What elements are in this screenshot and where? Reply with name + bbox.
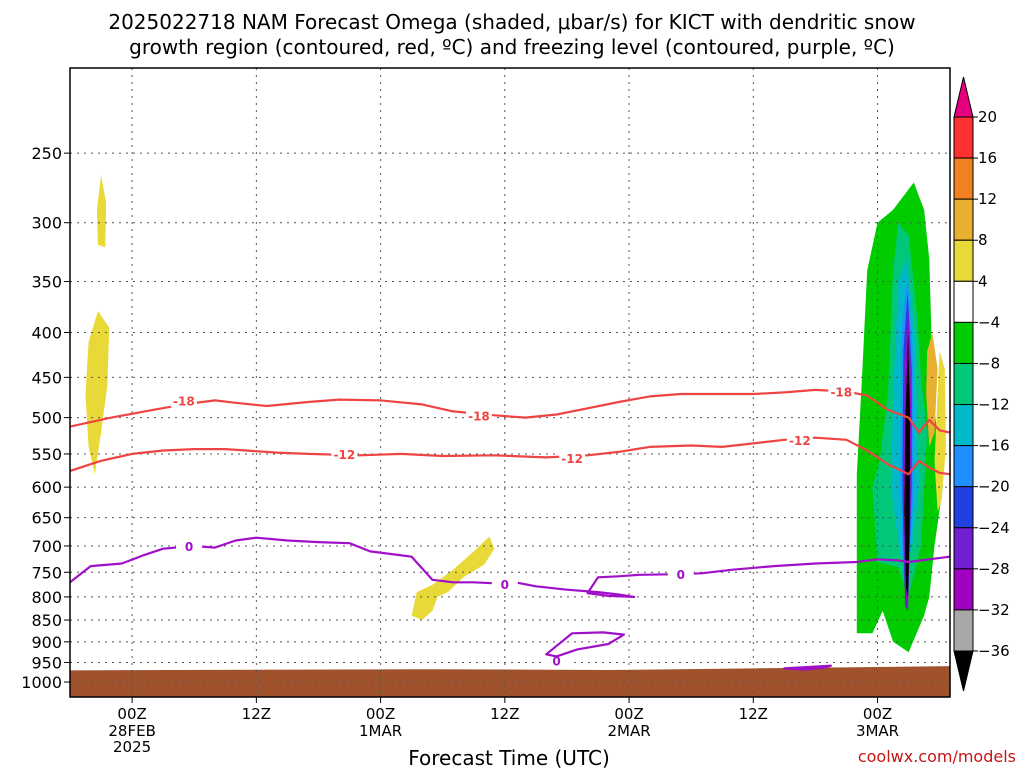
- x-tick-sublabel-24-0: 1MAR: [359, 722, 402, 740]
- omega-shade-yellow-diagonal: [411, 536, 495, 620]
- contour-label-2-1: 0: [501, 578, 509, 592]
- chart-title-line-1: 2025022718 NAM Forecast Omega (shaded, μ…: [108, 10, 915, 34]
- y-tick-label-350: 350: [31, 273, 62, 292]
- colorbar-bin-9: [953, 486, 974, 529]
- y-tick-label-500: 500: [31, 409, 62, 428]
- y-tick-label-400: 400: [31, 323, 62, 342]
- closed-contour-1: [783, 664, 832, 671]
- colorbar-label-7: −12: [978, 396, 1010, 414]
- contour-label-bg: [828, 383, 855, 399]
- colorbar-label-2: 12: [978, 190, 997, 208]
- contour-label-1-1: -12: [561, 452, 583, 466]
- chart-title-line-2: growth region (contoured, red, ºC) and f…: [129, 35, 895, 59]
- x-tick-sublabel-72-0: 3MAR: [856, 722, 899, 740]
- y-tick-label-650: 650: [31, 509, 62, 528]
- contour-label-2-2: 0: [677, 568, 685, 582]
- plot-frame: [69, 67, 951, 698]
- omega-shade-yellow-upper: [96, 175, 107, 248]
- contour-label-2-3: 0: [552, 654, 560, 668]
- y-tick-label-300: 300: [31, 214, 62, 233]
- contour-label-2-0: 0: [185, 540, 193, 554]
- y-tick-label-950: 950: [31, 653, 62, 672]
- contour-label-0-0: -18: [173, 394, 195, 408]
- y-tick-label-550: 550: [31, 445, 62, 464]
- closed-contour-0: [545, 631, 625, 658]
- plot-area: -18 -18 -18 -12 -12 -12 0 0 0 0: [70, 68, 950, 697]
- contour-label-bg: [176, 537, 203, 553]
- contour-label-bg: [170, 392, 197, 408]
- colorbar-label-9: −20: [978, 478, 1010, 496]
- y-tick-label-700: 700: [31, 537, 62, 556]
- y-tick-label-600: 600: [31, 478, 62, 497]
- colorbar-label-12: −32: [978, 601, 1010, 619]
- colorbar-label-8: −16: [978, 437, 1010, 455]
- colorbar-bin-4: [953, 280, 974, 323]
- contour-label-0-2: -18: [830, 386, 852, 400]
- colorbar-top-arrow: [953, 76, 974, 118]
- plot-clip-group: -18 -18 -18 -12 -12 -12 0 0 0 0: [70, 68, 950, 697]
- colorbar-label-3: 8: [978, 231, 988, 249]
- colorbar-label-5: −4: [978, 313, 1000, 331]
- contour-label-1-2: -12: [789, 434, 811, 448]
- colorbar-label-6: −8: [978, 354, 1000, 372]
- colorbar-bottom-arrow: [953, 650, 974, 692]
- contour-label-bg: [465, 407, 492, 423]
- contour-line-m12-c: [70, 436, 950, 476]
- x-tick-label-72: 00Z: [863, 705, 892, 723]
- contour-line-0-c: [70, 536, 950, 598]
- contour-label-bg: [667, 565, 694, 581]
- y-tick-label-450: 450: [31, 368, 62, 387]
- y-tick-label-800: 800: [31, 588, 62, 607]
- axes: 250 300 350 400 450 500 550 600 650 700 750 800 850 9…: [21, 67, 951, 756]
- y-tick-label-900: 900: [31, 633, 62, 652]
- colorbar-bin-5: [953, 321, 974, 364]
- omega-shade-yellow-column: [85, 310, 110, 475]
- colorbar-bin-1: [953, 157, 974, 200]
- colorbar-label-0: 20: [978, 108, 997, 126]
- colorbar-bin-0: [953, 116, 974, 159]
- colorbar-label-10: −24: [978, 519, 1010, 537]
- colorbar-bin-6: [953, 362, 974, 406]
- x-tick-sublabel-48-0: 2MAR: [607, 722, 650, 740]
- contour-label-bg: [559, 450, 586, 466]
- x-tick-label-60: 12Z: [739, 705, 768, 723]
- omega-shade-black-core: [904, 332, 911, 597]
- x-tick-sublabel-0-1: 2025: [113, 738, 151, 756]
- x-tick-sublabel-0-0: 28FEB: [108, 722, 155, 740]
- colorbar-label-4: 4: [978, 272, 988, 290]
- credit-text: coolwx.com/models: [858, 747, 1016, 766]
- x-tick-label-36: 12Z: [490, 705, 519, 723]
- colorbar-bin-3: [953, 239, 974, 282]
- y-tick-label-250: 250: [31, 144, 62, 163]
- contour-label-bg: [786, 431, 813, 447]
- y-tick-label-750: 750: [31, 563, 62, 582]
- colorbar-bin-10: [953, 527, 974, 570]
- y-tick-label-850: 850: [31, 611, 62, 630]
- colorbar-bin-12: [953, 609, 974, 652]
- y-tick-label-1000: 1000: [21, 673, 62, 692]
- contour-label-1-0: -12: [334, 448, 356, 462]
- x-tick-label-48: 00Z: [614, 705, 643, 723]
- colorbar-bin-7: [953, 404, 974, 447]
- colorbar-label-1: 16: [978, 149, 997, 167]
- colorbar: 20 16 12 8 4 −4 −8 −12 −16 −20 −24 −28 −32 −36: [953, 76, 1010, 692]
- contour-line-m18-c: [70, 388, 950, 434]
- contour-label-0-1: -18: [468, 409, 490, 423]
- x-axis-label: Forecast Time (UTC): [408, 746, 610, 768]
- colorbar-label-13: −36: [978, 642, 1010, 660]
- colorbar-bin-11: [953, 568, 974, 611]
- contour-label-bg: [331, 445, 358, 461]
- ground-surface: [70, 666, 950, 697]
- x-tick-label-12: 12Z: [242, 705, 271, 723]
- colorbar-bin-8: [953, 445, 974, 488]
- x-tick-label-0: 00Z: [117, 705, 146, 723]
- colorbar-bin-2: [953, 198, 974, 241]
- contour-label-bg: [491, 575, 518, 591]
- colorbar-label-11: −28: [978, 560, 1010, 578]
- omega-shade-orange-right: [926, 332, 938, 447]
- x-tick-label-24: 00Z: [366, 705, 395, 723]
